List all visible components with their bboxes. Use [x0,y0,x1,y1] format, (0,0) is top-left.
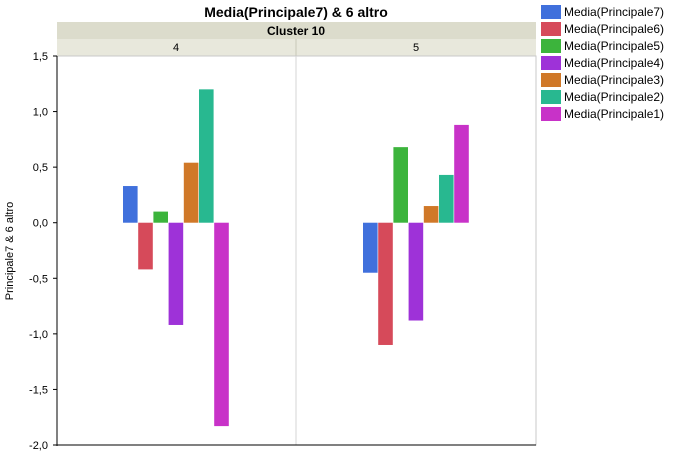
y-tick-label: 0,5 [33,162,48,174]
y-tick-label: -1,0 [29,329,48,341]
panel-header-right [296,39,536,56]
chart-title: Media(Principale7) & 6 altro [204,4,388,20]
y-axis-label: Principale7 & 6 altro [4,202,16,300]
cluster-title: Cluster 10 [267,24,325,38]
y-tick-label: -0,5 [29,273,48,285]
legend-label: Media(Principale1) [564,107,664,121]
y-tick-label: 1,0 [33,107,48,119]
bar [454,124,469,223]
legend-label: Media(Principale2) [564,90,664,104]
bar [378,222,393,345]
bar [153,211,168,223]
bar [123,186,138,223]
bar [214,222,229,427]
legend-swatch [541,39,561,53]
legend-label: Media(Principale4) [564,56,664,70]
legend-swatch [541,107,561,121]
bar [199,89,214,223]
legend-swatch [541,90,561,104]
legend-label: Media(Principale5) [564,39,664,53]
bar [408,222,424,321]
legend-swatch [541,22,561,36]
y-tick-label: -1,5 [29,384,48,396]
bar [138,222,153,270]
legend-swatch [541,56,561,70]
bar [439,174,454,223]
legend-label: Media(Principale3) [564,73,664,87]
y-tick-label: 1,5 [33,51,48,63]
cluster-header [57,22,536,39]
y-tick-label: -2,0 [29,440,48,452]
bar [363,222,378,273]
legend-label: Media(Principale6) [564,22,664,36]
y-ticks-group: 1,5 1,0 0,5 0,0 -0,5 -1,0 -1,5 -2,0 [29,51,57,452]
bar [393,147,408,223]
legend-swatch [541,5,561,19]
panel-header-left [57,39,296,56]
legend-label: Media(Principale7) [564,5,664,19]
bars-group [123,89,469,427]
legend-swatch [541,73,561,87]
panel-label-right: 5 [413,42,419,54]
bar [183,162,199,223]
bar [423,206,439,223]
y-tick-label: 0,0 [33,218,48,230]
legend: Media(Principale7) Media(Principale6) Medi… [541,5,664,121]
panel-label-left: 4 [173,42,179,54]
bar [168,222,184,325]
